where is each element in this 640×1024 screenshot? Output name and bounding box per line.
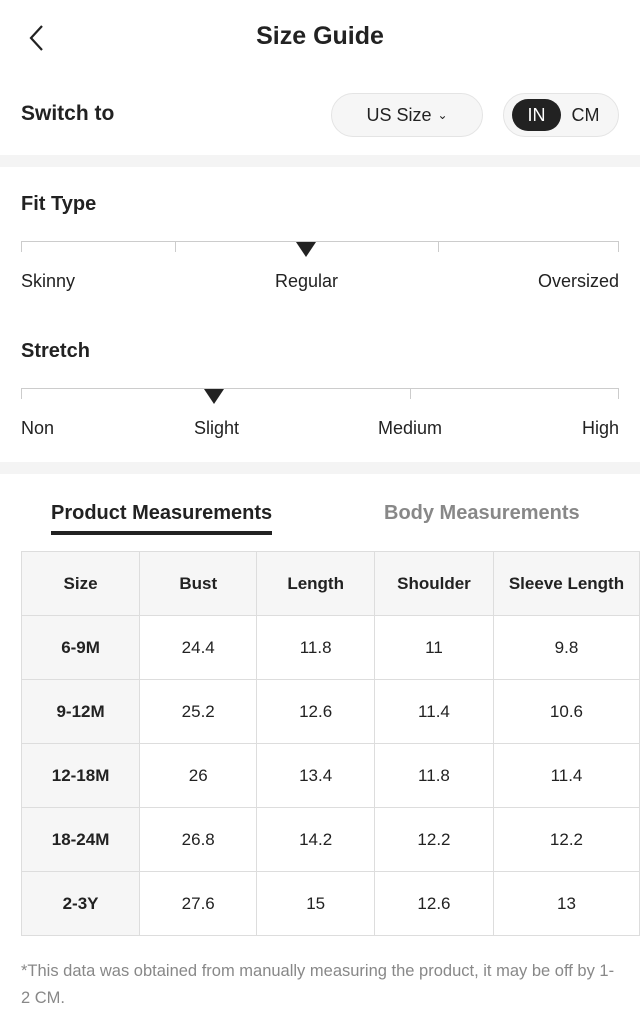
header-sleeve-length: Sleeve Length bbox=[492, 551, 640, 616]
cell: 12.6 bbox=[256, 679, 375, 744]
fit-label-regular: Regular bbox=[275, 271, 339, 291]
cell: 12.2 bbox=[492, 807, 640, 872]
header-bust: Bust bbox=[139, 551, 258, 616]
header-size: Size bbox=[20, 551, 141, 616]
cell: 27.6 bbox=[139, 871, 258, 936]
cell-size: 18-24M bbox=[20, 807, 141, 872]
cell: 26.8 bbox=[139, 807, 258, 872]
switch-to-label: Switch to bbox=[21, 102, 115, 125]
stretch-label-slight: Slight bbox=[194, 418, 240, 438]
unit-cm-option[interactable]: CM bbox=[571, 105, 600, 125]
stretch-scale bbox=[21, 388, 619, 404]
size-system-value: US Size bbox=[366, 104, 432, 125]
cell: 25.2 bbox=[139, 679, 258, 744]
fit-label-skinny: Skinny bbox=[21, 271, 76, 291]
fit-type-scale bbox=[21, 241, 619, 257]
stretch-label-non: Non bbox=[21, 418, 55, 438]
unit-in-option[interactable]: IN bbox=[512, 99, 561, 131]
cell-size: 2-3Y bbox=[20, 871, 141, 936]
cell-size: 9-12M bbox=[20, 679, 141, 744]
cell-size: 6-9M bbox=[20, 615, 141, 680]
fit-type-title: Fit Type bbox=[21, 193, 97, 215]
cell: 11.4 bbox=[373, 679, 494, 744]
table-row: 9-12M 25.2 12.6 11.4 10.6 bbox=[20, 679, 640, 744]
stretch-label-high: High bbox=[581, 418, 619, 438]
page-title: Size Guide bbox=[256, 22, 384, 50]
measurement-disclaimer: *This data was obtained from manually me… bbox=[21, 962, 615, 1007]
cell: 26 bbox=[139, 743, 258, 808]
cell: 10.6 bbox=[492, 679, 640, 744]
cell: 12.2 bbox=[373, 807, 494, 872]
cell: 9.8 bbox=[492, 615, 640, 680]
cell: 11 bbox=[373, 615, 494, 680]
cell: 11.8 bbox=[256, 615, 375, 680]
stretch-title: Stretch bbox=[21, 340, 90, 362]
cell: 13 bbox=[492, 871, 640, 936]
fit-marker-icon bbox=[296, 242, 316, 257]
table-row: 18-24M 26.8 14.2 12.2 12.2 bbox=[20, 807, 640, 872]
tab-product-measurements[interactable]: Product Measurements bbox=[51, 502, 273, 535]
cell: 15 bbox=[256, 871, 375, 936]
stretch-marker-icon bbox=[204, 389, 224, 404]
table-header-row: Size Bust Length Shoulder Sleeve Length bbox=[20, 551, 640, 616]
header-shoulder: Shoulder bbox=[373, 551, 494, 616]
table-row: 12-18M 26 13.4 11.8 11.4 bbox=[20, 743, 640, 808]
table-row: 6-9M 24.4 11.8 11 9.8 bbox=[20, 615, 640, 680]
cell: 12.6 bbox=[373, 871, 494, 936]
section-divider bbox=[0, 462, 640, 474]
fit-label-oversized: Oversized bbox=[537, 271, 619, 291]
cell: 14.2 bbox=[256, 807, 375, 872]
chevron-down-icon: ⌄ bbox=[437, 108, 448, 122]
cell: 13.4 bbox=[256, 743, 375, 808]
header-length: Length bbox=[256, 551, 375, 616]
cell-size: 12-18M bbox=[20, 743, 141, 808]
unit-toggle[interactable]: IN CM bbox=[503, 93, 619, 137]
back-chevron-icon[interactable] bbox=[24, 22, 54, 54]
cell: 11.8 bbox=[373, 743, 494, 808]
table-row: 2-3Y 27.6 15 12.6 13 bbox=[20, 871, 640, 936]
size-system-dropdown[interactable]: US Size ⌄ bbox=[331, 93, 483, 137]
cell: 24.4 bbox=[139, 615, 258, 680]
stretch-label-medium: Medium bbox=[378, 418, 443, 438]
section-divider bbox=[0, 155, 640, 167]
measurements-table: Size Bust Length Shoulder Sleeve Length … bbox=[20, 551, 640, 936]
tab-body-measurements[interactable]: Body Measurements bbox=[384, 502, 580, 524]
cell: 11.4 bbox=[492, 743, 640, 808]
